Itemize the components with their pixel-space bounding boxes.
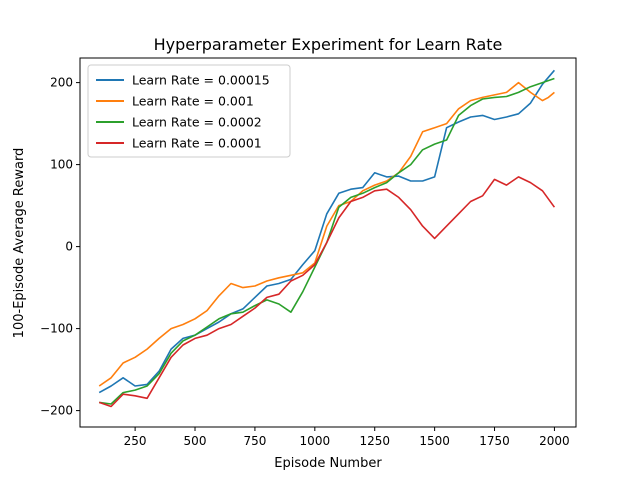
x-tick-label: 750 <box>243 434 266 448</box>
x-axis-label: Episode Number <box>274 456 382 471</box>
legend-label-2: Learn Rate = 0.0002 <box>132 115 262 130</box>
legend-label-3: Learn Rate = 0.0001 <box>132 136 262 151</box>
legend-label-0: Learn Rate = 0.00015 <box>132 73 270 88</box>
x-tick-label: 500 <box>184 434 207 448</box>
series-line-0 <box>98 69 556 394</box>
series-line-1 <box>98 81 555 387</box>
y-tick-label: 100 <box>50 158 73 172</box>
x-tick-label: 1500 <box>419 434 450 448</box>
y-axis-ticks: −200 −100 0 100 200 <box>40 76 80 418</box>
legend-label-1: Learn Rate = 0.001 <box>132 94 254 109</box>
y-tick-label: 200 <box>50 76 73 90</box>
y-axis-label: 100-Episode Average Reward <box>12 148 27 339</box>
legend-box <box>87 64 291 158</box>
series-line-3 <box>98 176 556 408</box>
plot-area <box>98 69 556 408</box>
axes-frame <box>79 57 577 428</box>
x-tick-label: 1000 <box>300 434 331 448</box>
x-axis-ticks: 250 500 750 1000 1250 1500 1750 2000 <box>124 427 570 448</box>
x-tick-label: 2000 <box>539 434 570 448</box>
x-tick-label: 250 <box>124 434 147 448</box>
y-tick-label: 0 <box>65 240 73 254</box>
y-tick-label: −200 <box>40 404 73 418</box>
chart-title: Hyperparameter Experiment for Learn Rate <box>154 35 503 54</box>
x-tick-label: 1250 <box>359 434 390 448</box>
y-tick-label: −100 <box>40 322 73 336</box>
x-tick-label: 1750 <box>479 434 510 448</box>
legend: Learn Rate = 0.00015 Learn Rate = 0.001 Le… <box>87 64 291 158</box>
